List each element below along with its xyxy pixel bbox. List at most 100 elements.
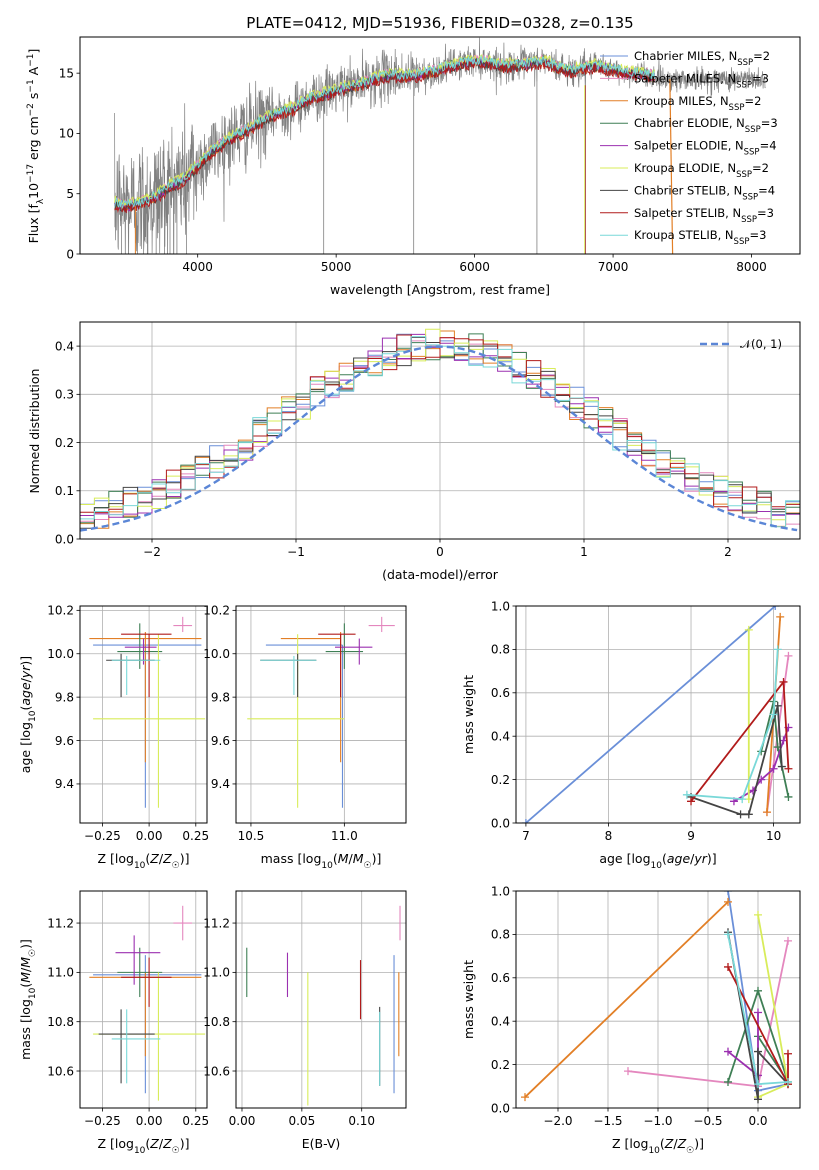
label-part: /	[159, 851, 164, 866]
weight-series-kroupa-stelib	[724, 930, 792, 1089]
x-axis-label: mass [log10(M/M☉)]	[261, 851, 382, 871]
model-line-salpeter-stelib	[114, 59, 655, 214]
label-part: )]	[180, 851, 190, 866]
plot-area	[114, 37, 766, 254]
errorbar-chabrier-elodie	[117, 947, 163, 998]
legend-tail: =2	[753, 49, 770, 63]
weight-marker	[754, 910, 762, 919]
weight-marker	[744, 625, 753, 634]
weight-marker	[769, 710, 778, 719]
label-part: Z	[149, 1136, 159, 1151]
weight-series-salpeter-stelib	[687, 677, 793, 806]
y-tick-label: 9.8	[211, 690, 230, 704]
weight-marker	[784, 936, 792, 945]
gaussian-reference-curve	[80, 345, 798, 532]
legend: 𝒩(0, 1)	[700, 337, 782, 351]
label-part: −1	[26, 79, 36, 92]
x-tick-label: 4000	[182, 260, 213, 274]
panel-residuals: −2 −1 0 1 2 0.0 0.1 0.2 0.3 0.4 𝒩(0, 1) (data-model…	[27, 321, 801, 582]
weight-series-chabrier-miles	[521, 606, 780, 823]
weight-line	[686, 649, 779, 801]
legend-entry: Salpeter STELIB, NSSP=3	[634, 206, 774, 225]
weight-line	[525, 606, 776, 823]
legend-text: Chabrier ELODIE, N	[634, 116, 745, 130]
x-axis-label: Z [log10(Z/Z☉)]	[97, 851, 189, 871]
weight-marker	[784, 1077, 792, 1086]
y-tick-label: 0.0	[491, 816, 510, 830]
label-part: (	[333, 851, 338, 866]
y-tick-label: 0.0	[55, 532, 74, 546]
label-part: M	[18, 972, 33, 983]
x-tick-label: −0.5	[693, 1114, 722, 1128]
legend-entry: 𝒩(0, 1)	[740, 337, 782, 351]
x-tick-label: 8	[605, 829, 613, 843]
errorbar-chabrier-miles	[93, 955, 202, 1094]
weight-line	[627, 940, 789, 1088]
axes-frame	[79, 890, 208, 1109]
legend-sub: SSP	[745, 125, 761, 135]
label-part: −17	[26, 164, 36, 183]
x-tick-label: −2	[143, 545, 161, 559]
x-tick-label: 6000	[459, 260, 490, 274]
x-tick-label: −1	[287, 545, 305, 559]
x-tick-label: 0	[436, 545, 444, 559]
weight-marker	[771, 606, 780, 610]
label-part: −2	[26, 103, 36, 116]
label-part: ]	[26, 49, 41, 54]
panel-mass-vs-ebv: 0.00 0.05 0.10 10.6 10.8 11.0 11.2 E(B-V)	[203, 890, 407, 1151]
weight-marker	[784, 1049, 792, 1058]
weight-marker	[724, 962, 732, 971]
label-part: ☉	[172, 1146, 180, 1156]
label-part: M	[353, 851, 364, 866]
axes: −2 −1 0 1 2 0.0 0.1 0.2 0.3 0.4	[55, 321, 801, 559]
weight-marker	[724, 930, 732, 939]
label-part: 10	[321, 861, 333, 871]
model-line-kroupa-stelib	[114, 54, 656, 210]
y-tick-label: 0.1	[55, 484, 74, 498]
x-tick-label: −1.0	[643, 1114, 672, 1128]
figure-title: PLATE=0412, MJD=51936, FIBERID=0328, z=0…	[246, 14, 633, 32]
label-part: Z	[162, 851, 172, 866]
y-tick-label: 1.0	[491, 884, 510, 898]
x-tick-label: 9	[687, 829, 695, 843]
errorbar-kroupa-stelib	[260, 655, 317, 695]
axes: −0.25 0.00 0.25 9.4 9.6 9.8 10.0 10.2	[47, 604, 209, 843]
label-part: Z	[162, 1136, 172, 1151]
weight-marker	[724, 891, 732, 895]
legend-text: Salpeter MILES, N	[634, 71, 736, 85]
weight-marker	[724, 1077, 732, 1086]
errorbar-salpeter-miles	[173, 905, 193, 941]
axes: 10.5 11.0 9.4 9.6 9.8 10.0 10.2	[203, 604, 407, 843]
y-tick-label: 9.8	[55, 690, 74, 704]
label-part: (	[145, 1136, 150, 1151]
errorbar-chabrier-elodie	[117, 623, 163, 669]
panel-age-vs-Z: −0.25 0.00 0.259.49.69.810.010.2Z [log10(Z…	[18, 604, 209, 871]
y-tick-label: 0.4	[55, 339, 74, 353]
label-part: 10	[28, 987, 38, 999]
label-part: )]	[707, 851, 717, 866]
legend-tail: =3	[752, 71, 769, 85]
legend-tail: =3	[761, 116, 778, 130]
weight-marker	[762, 808, 771, 817]
label-part: λ	[36, 198, 46, 204]
x-tick-label: 10	[766, 829, 781, 843]
weight-marker	[687, 797, 696, 806]
x-axis-label: Z [log10(Z/Z☉)]	[97, 1136, 189, 1156]
y-tick-label: 0.6	[491, 686, 510, 700]
x-axis-label: Z [log10(Z/Z☉)]	[612, 1136, 704, 1156]
label-part: /	[349, 851, 354, 866]
y-axis-label: Normed distribution	[27, 369, 42, 494]
x-tick-label: 0.00	[136, 829, 163, 843]
legend-sub: SSP	[742, 192, 758, 202]
axes-frame	[79, 36, 801, 255]
y-tick-label: 0.8	[491, 928, 510, 942]
legend-text: Chabrier STELIB, N	[634, 183, 742, 197]
y-tick-label: 9.6	[55, 734, 74, 748]
legend-text: Kroupa ELODIE, N	[634, 161, 736, 175]
label-part: )]	[694, 1136, 704, 1151]
label-part: mass [log	[18, 999, 33, 1060]
label-part: (	[18, 983, 33, 988]
legend-entry: Chabrier ELODIE, NSSP=3	[634, 116, 778, 135]
x-tick-label: −1.5	[593, 1114, 622, 1128]
